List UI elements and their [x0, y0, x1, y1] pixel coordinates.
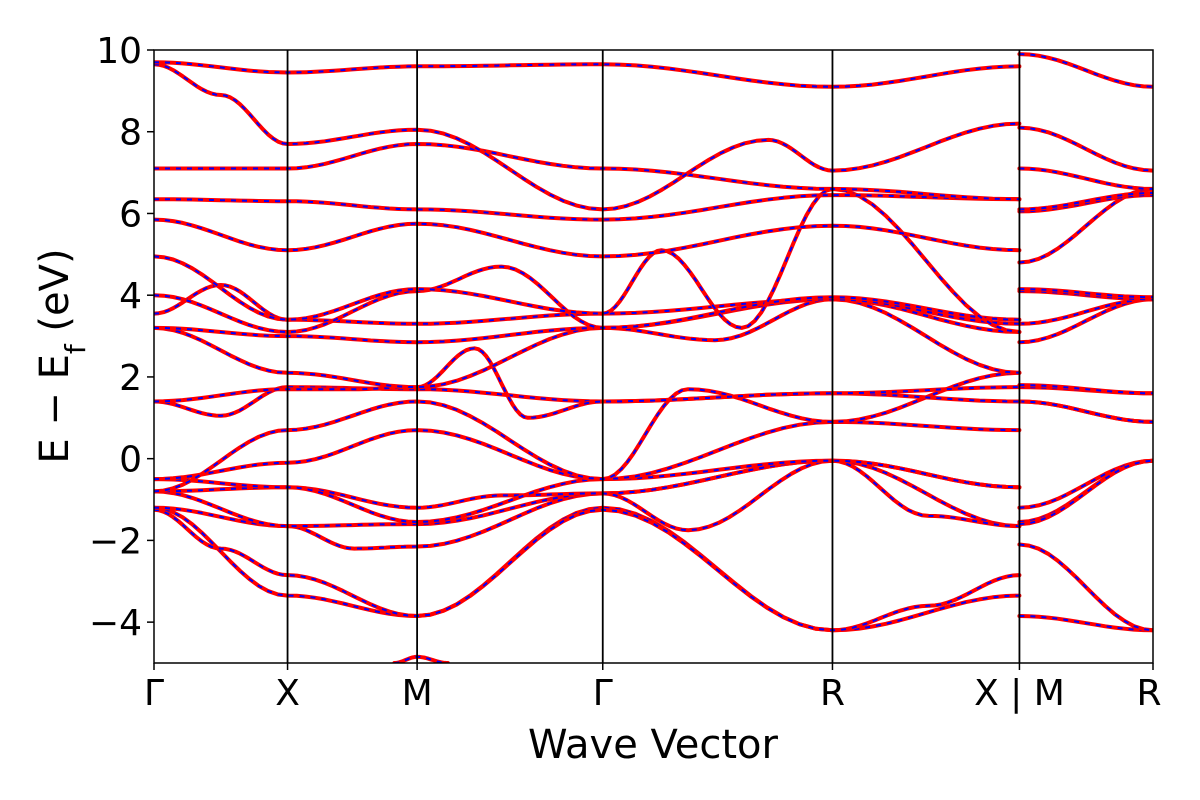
x-axis-ticks: Γ X M Γ R X | M R — [144, 663, 1162, 714]
y-axis-title-subscript: f — [59, 343, 92, 354]
plot-frame — [153, 49, 1154, 664]
y-axis-title-unit: (eV) — [32, 248, 78, 344]
y-tick-label: 2 — [119, 358, 142, 399]
y-tick-label: 6 — [119, 194, 142, 235]
y-tick-label: −2 — [89, 521, 142, 562]
band-10-dashed — [154, 347, 1153, 419]
x-tick-label: R — [1136, 673, 1161, 714]
band-17-dashed — [154, 192, 1153, 221]
x-axis-title: Wave Vector — [528, 722, 779, 768]
band-4-dashed — [154, 459, 1153, 528]
y-tick-label: −4 — [89, 603, 142, 644]
high-symmetry-lines — [286, 50, 1021, 663]
x-tick-label: M — [402, 673, 433, 714]
y-tick-label: 8 — [119, 113, 142, 154]
y-axis-title-main: E − E — [32, 354, 78, 464]
y-tick-label: 10 — [96, 31, 142, 72]
y-axis-ticks: −4 −2 0 2 4 6 8 10 — [89, 31, 154, 644]
band-11-dashed — [154, 298, 1153, 389]
x-tick-label: X — [275, 673, 300, 714]
x-tick-label: Γ — [593, 673, 613, 714]
band-1-dashed — [154, 506, 1153, 632]
x-tick-label: Γ — [144, 673, 164, 714]
y-axis-title: E − Ef (eV) — [32, 248, 92, 463]
y-tick-label: 0 — [119, 440, 142, 481]
band-19-dashed — [154, 63, 1153, 211]
band-18-dashed — [154, 142, 1153, 201]
band-6-dashed — [154, 459, 1020, 524]
y-tick-label: 4 — [119, 276, 142, 317]
x-tick-label: X | M — [974, 673, 1065, 714]
x-tick-label: R — [820, 673, 845, 714]
band-2-dashed — [154, 508, 1153, 632]
band-20-dashed — [154, 53, 1153, 88]
